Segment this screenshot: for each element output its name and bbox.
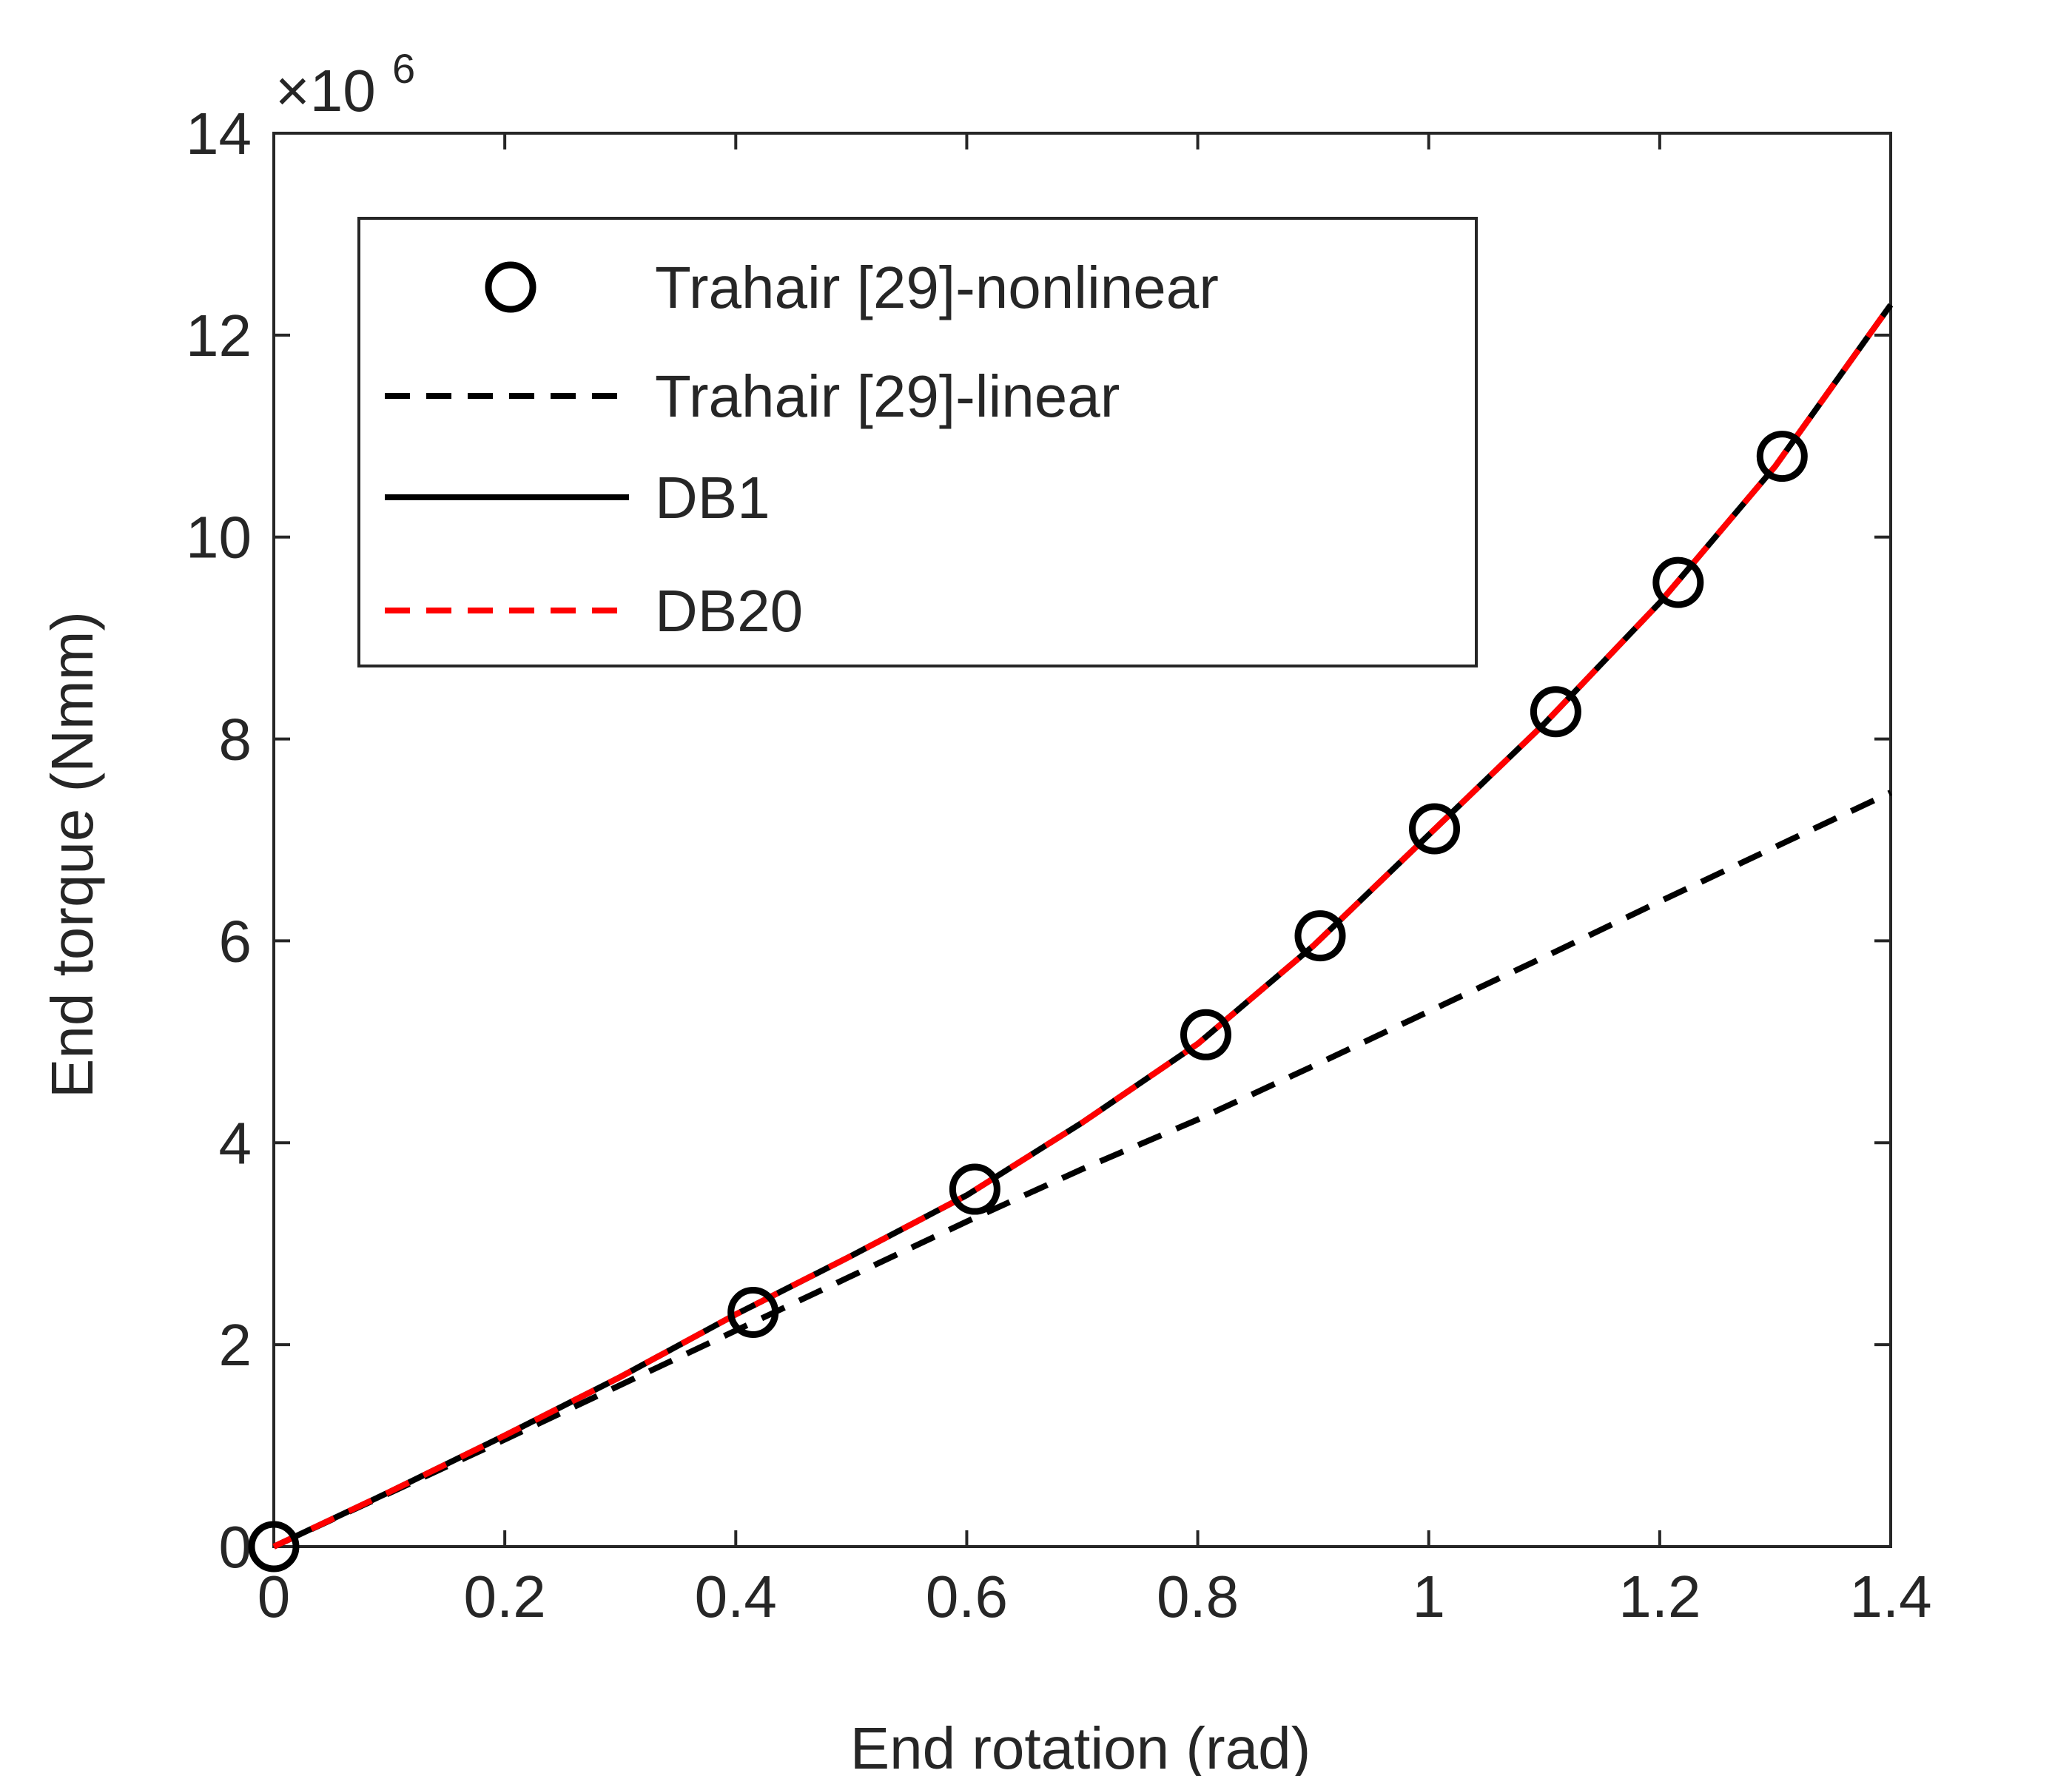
marker-trahair-29-nonlinear — [949, 1163, 1000, 1215]
y-tick-label: 4 — [219, 1110, 252, 1176]
x-tick-label: 0.6 — [926, 1564, 1008, 1629]
marker-trahair-29-nonlinear — [1530, 686, 1581, 738]
marker-trahair-29-nonlinear — [1756, 431, 1808, 482]
y-axis-label: End torque (Nmm) — [39, 611, 105, 1098]
x-tick-label: 1.4 — [1849, 1564, 1931, 1629]
series-line-db20 — [272, 303, 1894, 1550]
y-exponent-power: 6 — [392, 45, 415, 92]
y-tick-label: 8 — [219, 707, 252, 773]
marker-trahair-29-nonlinear — [248, 1521, 300, 1572]
y-exponent-base: ×10 — [275, 58, 376, 124]
y-tick-label: 2 — [219, 1312, 252, 1378]
legend-label: Trahair [29]-nonlinear — [655, 255, 1219, 320]
x-tick-label: 1 — [1412, 1564, 1445, 1629]
x-tick-label: 0.4 — [695, 1564, 777, 1629]
y-tick-label: 12 — [186, 303, 252, 369]
x-tick-label: 0 — [258, 1564, 291, 1629]
axes: 0 0.2 0.4 0.6 0.8 1 1.2 1.4 0 2 4 6 8 10 12 14 — [186, 101, 1932, 1629]
series-line-trahair-29-linear — [272, 790, 1892, 1550]
legend-label: Trahair [29]-linear — [655, 363, 1120, 429]
plot-series — [248, 303, 1894, 1572]
legend-box — [357, 217, 1478, 667]
plot-area-box — [272, 132, 1892, 1548]
marker-trahair-29-nonlinear — [1409, 803, 1461, 855]
y-tick-label: 6 — [219, 908, 252, 974]
x-tick-label: 1.2 — [1618, 1564, 1701, 1629]
y-tick-label: 14 — [186, 101, 252, 166]
y-tick-label: 10 — [186, 505, 252, 571]
marker-trahair-29-nonlinear — [1294, 910, 1346, 962]
y-exponent-label: ×10 6 — [275, 45, 415, 124]
legend-label: DB1 — [655, 465, 770, 531]
legend-marker-swatch — [485, 261, 536, 313]
legend-label: DB20 — [655, 578, 803, 644]
marker-trahair-29-nonlinear — [1180, 1009, 1231, 1060]
x-tick-label: 0.8 — [1157, 1564, 1239, 1629]
marker-trahair-29-nonlinear — [1652, 556, 1704, 608]
marker-trahair-29-nonlinear — [727, 1286, 779, 1338]
y-tick-label: 0 — [219, 1514, 252, 1580]
x-axis-label: End rotation (rad) — [850, 1715, 1311, 1776]
x-tick-label: 0.2 — [464, 1564, 546, 1629]
legend: Trahair [29]-nonlinear Trahair [29]-linea… — [357, 217, 1478, 667]
